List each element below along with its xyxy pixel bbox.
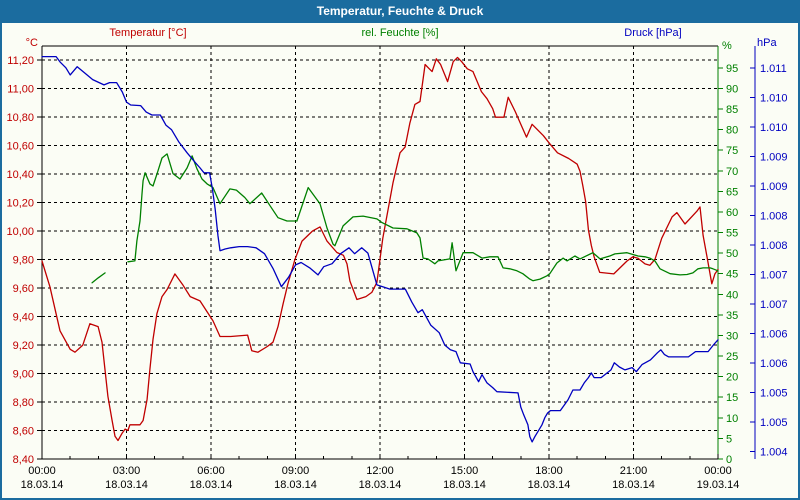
temp-tick-label: 10,60 bbox=[6, 141, 34, 153]
pressure-axis-unit-label: hPa bbox=[757, 37, 777, 49]
x-time-label: 00:00 bbox=[28, 465, 56, 477]
legend-pressure-label: Druck [hPa] bbox=[624, 27, 682, 39]
title-bar: Temperatur, Feuchte & Druck bbox=[0, 0, 800, 23]
temp-tick-label: 9,40 bbox=[13, 312, 34, 324]
temp-tick-label: 9,80 bbox=[13, 255, 34, 267]
rel-feuchte-line bbox=[91, 272, 106, 284]
pressure-tick-label: 1.007 bbox=[760, 299, 788, 311]
humidity-tick-label: 10 bbox=[726, 413, 738, 425]
legend-temperature-label: Temperatur [°C] bbox=[109, 27, 187, 39]
humidity-tick-label: 50 bbox=[726, 248, 738, 260]
humidity-tick-label: 80 bbox=[726, 125, 738, 137]
temp-tick-label: 10,80 bbox=[6, 112, 34, 124]
humidity-tick-label: 75 bbox=[726, 145, 738, 157]
temp-tick-label: 8,60 bbox=[13, 426, 34, 438]
humidity-tick-label: 95 bbox=[726, 63, 738, 75]
x-time-label: 09:00 bbox=[282, 465, 310, 477]
x-time-label: 18:00 bbox=[535, 465, 563, 477]
x-time-label: 12:00 bbox=[366, 465, 394, 477]
pressure-tick-label: 1.007 bbox=[760, 269, 788, 281]
temp-tick-label: 9,20 bbox=[13, 340, 34, 352]
humidity-tick-label: 90 bbox=[726, 83, 738, 95]
temperature-axis-unit-label: °C bbox=[25, 37, 38, 49]
humidity-tick-label: 0 bbox=[726, 454, 732, 466]
humidity-tick-label: 40 bbox=[726, 289, 738, 301]
x-date-label: 18.03.14 bbox=[21, 479, 64, 491]
humidity-tick-label: 25 bbox=[726, 351, 738, 363]
temp-tick-label: 8,80 bbox=[13, 397, 34, 409]
x-time-label: 03:00 bbox=[113, 465, 141, 477]
x-date-label: 19.03.14 bbox=[697, 479, 740, 491]
humidity-tick-label: 55 bbox=[726, 228, 738, 240]
temperatur-line bbox=[41, 56, 719, 442]
x-date-label: 18.03.14 bbox=[612, 479, 655, 491]
pressure-tick-label: 1.005 bbox=[760, 387, 788, 399]
rel-feuchte-line bbox=[127, 153, 719, 282]
x-date-label: 18.03.14 bbox=[190, 479, 233, 491]
temp-tick-label: 11,20 bbox=[7, 55, 34, 67]
pressure-tick-label: 1.009 bbox=[760, 151, 788, 163]
druck-line bbox=[41, 55, 719, 443]
humidity-tick-label: 70 bbox=[726, 166, 738, 178]
temp-tick-label: 9,60 bbox=[13, 283, 34, 295]
humidity-tick-label: 85 bbox=[726, 104, 738, 116]
humidity-tick-label: 65 bbox=[726, 186, 738, 198]
pressure-tick-label: 1.010 bbox=[760, 122, 788, 134]
legend-humidity-label: rel. Feuchte [%] bbox=[361, 27, 439, 39]
x-time-label: 06:00 bbox=[197, 465, 225, 477]
temp-tick-label: 10,20 bbox=[6, 198, 34, 210]
humidity-tick-label: 5 bbox=[726, 433, 732, 445]
pressure-tick-label: 1.009 bbox=[760, 181, 788, 193]
window-title: Temperatur, Feuchte & Druck bbox=[316, 4, 484, 18]
x-date-label: 18.03.14 bbox=[359, 479, 402, 491]
humidity-axis-unit-label: % bbox=[722, 40, 732, 52]
temp-tick-label: 9,00 bbox=[13, 369, 34, 381]
x-date-label: 18.03.14 bbox=[443, 479, 486, 491]
humidity-tick-label: 15 bbox=[726, 392, 738, 404]
pressure-tick-label: 1.006 bbox=[760, 358, 788, 370]
x-date-label: 18.03.14 bbox=[528, 479, 571, 491]
pressure-tick-label: 1.005 bbox=[760, 417, 788, 429]
x-time-label: 21:00 bbox=[620, 465, 648, 477]
temp-tick-label: 10,00 bbox=[6, 226, 34, 238]
humidity-tick-label: 60 bbox=[726, 207, 738, 219]
pressure-tick-label: 1.004 bbox=[760, 446, 788, 458]
humidity-tick-label: 35 bbox=[726, 310, 738, 322]
x-time-label: 00:00 bbox=[704, 465, 732, 477]
pressure-tick-label: 1.008 bbox=[760, 240, 788, 252]
pressure-tick-label: 1.010 bbox=[760, 92, 788, 104]
x-time-label: 15:00 bbox=[451, 465, 479, 477]
temp-tick-label: 8,40 bbox=[13, 454, 34, 466]
humidity-tick-label: 20 bbox=[726, 372, 738, 384]
temp-tick-label: 10,40 bbox=[6, 169, 34, 181]
x-date-label: 18.03.14 bbox=[105, 479, 148, 491]
pressure-tick-label: 1.011 bbox=[760, 63, 787, 75]
temp-tick-label: 11,00 bbox=[7, 84, 34, 96]
pressure-tick-label: 1.008 bbox=[760, 210, 788, 222]
humidity-tick-label: 30 bbox=[726, 330, 738, 342]
humidity-tick-label: 45 bbox=[726, 269, 738, 281]
x-date-label: 18.03.14 bbox=[274, 479, 317, 491]
pressure-tick-label: 1.006 bbox=[760, 328, 788, 340]
